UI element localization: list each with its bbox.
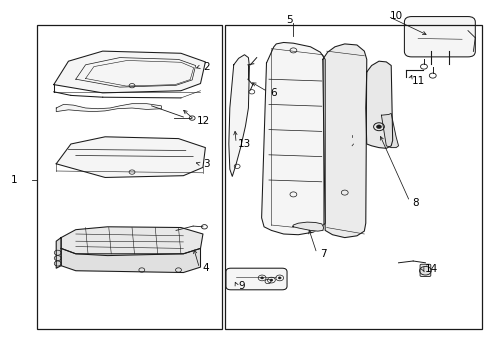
Text: 1: 1 bbox=[10, 175, 17, 185]
Circle shape bbox=[376, 125, 381, 129]
Polygon shape bbox=[56, 137, 205, 177]
Text: 9: 9 bbox=[238, 281, 244, 291]
Text: 10: 10 bbox=[389, 11, 403, 21]
FancyBboxPatch shape bbox=[419, 264, 430, 276]
Polygon shape bbox=[61, 227, 203, 256]
Polygon shape bbox=[228, 55, 249, 176]
FancyBboxPatch shape bbox=[404, 17, 474, 57]
Text: 8: 8 bbox=[411, 198, 418, 208]
Bar bbox=[37, 25, 222, 329]
Text: 7: 7 bbox=[320, 249, 326, 259]
Text: 4: 4 bbox=[203, 263, 209, 273]
Circle shape bbox=[278, 277, 281, 279]
Text: 5: 5 bbox=[285, 15, 292, 25]
Text: 3: 3 bbox=[203, 159, 209, 169]
Circle shape bbox=[260, 277, 263, 279]
Polygon shape bbox=[322, 44, 366, 238]
Text: 6: 6 bbox=[270, 88, 277, 98]
Polygon shape bbox=[292, 222, 323, 231]
Text: 14: 14 bbox=[424, 264, 437, 274]
Polygon shape bbox=[261, 42, 325, 235]
Polygon shape bbox=[54, 51, 205, 93]
Text: 11: 11 bbox=[411, 76, 425, 86]
Circle shape bbox=[269, 279, 272, 281]
Text: 2: 2 bbox=[203, 62, 209, 72]
Bar bbox=[224, 25, 481, 329]
Polygon shape bbox=[56, 104, 161, 112]
Polygon shape bbox=[365, 61, 392, 148]
Polygon shape bbox=[56, 238, 61, 268]
Polygon shape bbox=[61, 248, 200, 273]
Text: 13: 13 bbox=[238, 139, 251, 149]
Polygon shape bbox=[381, 113, 398, 148]
FancyBboxPatch shape bbox=[225, 268, 286, 290]
Text: 12: 12 bbox=[197, 116, 210, 126]
